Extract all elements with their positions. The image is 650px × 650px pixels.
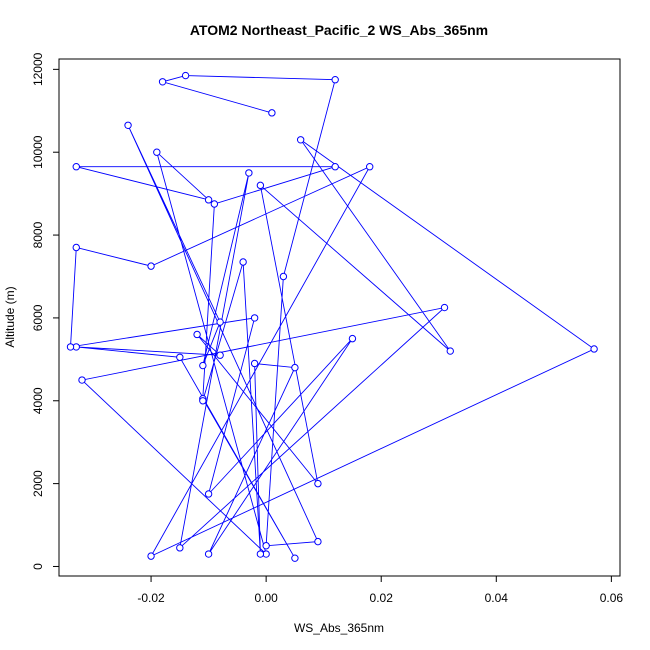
data-point bbox=[268, 109, 276, 117]
data-point bbox=[440, 303, 449, 312]
data-point bbox=[314, 537, 322, 546]
data-point bbox=[176, 544, 184, 552]
data-point bbox=[590, 345, 598, 353]
y-tick-label: 10000 bbox=[31, 135, 45, 169]
data-point bbox=[158, 78, 167, 86]
y-tick-label: 4000 bbox=[31, 387, 45, 414]
data-point bbox=[291, 554, 299, 562]
y-axis: 0 2000 4000 6000 8000 10000 12000 bbox=[31, 52, 60, 570]
x-tick-label: 0.00 bbox=[254, 591, 278, 605]
data-point bbox=[147, 552, 155, 560]
data-point bbox=[331, 76, 339, 84]
y-tick-label: 2000 bbox=[31, 470, 45, 497]
y-axis-label: Altitude (m) bbox=[3, 286, 17, 347]
data-point bbox=[239, 258, 247, 266]
data-point bbox=[296, 136, 305, 144]
data-point bbox=[262, 542, 270, 550]
plot-frame bbox=[58, 58, 621, 577]
data-point bbox=[66, 343, 75, 351]
y-tick-label: 6000 bbox=[31, 304, 45, 331]
data-point bbox=[199, 397, 207, 405]
data-point bbox=[176, 353, 184, 361]
y-tick-label: 8000 bbox=[31, 221, 45, 248]
x-axis: -0.02 0.00 0.02 0.04 0.06 bbox=[137, 575, 624, 605]
data-point bbox=[124, 121, 132, 129]
x-tick-label: 0.06 bbox=[600, 591, 624, 605]
data-point bbox=[250, 314, 259, 322]
data-point bbox=[366, 163, 374, 171]
data-point bbox=[147, 262, 155, 270]
data-point bbox=[331, 163, 339, 171]
data-point bbox=[72, 163, 80, 171]
data-point bbox=[279, 272, 288, 281]
data-point bbox=[348, 334, 357, 343]
data-point bbox=[153, 148, 161, 156]
data-point bbox=[291, 363, 299, 372]
data-point bbox=[210, 200, 219, 208]
data-point bbox=[204, 550, 213, 558]
data-point bbox=[72, 243, 80, 252]
data-point bbox=[216, 351, 224, 359]
x-tick-label: -0.02 bbox=[137, 591, 165, 605]
data-point bbox=[314, 479, 322, 488]
x-tick-label: 0.02 bbox=[370, 591, 394, 605]
chart-title: ATOM2 Northeast_Pacific_2 WS_Abs_365nm bbox=[190, 22, 488, 38]
plot-area bbox=[58, 58, 621, 577]
y-tick-label: 12000 bbox=[31, 52, 45, 86]
data-point bbox=[245, 169, 253, 177]
data-point bbox=[204, 196, 213, 204]
y-tick-label: 0 bbox=[31, 563, 45, 570]
series-line bbox=[70, 75, 595, 559]
x-tick-label: 0.04 bbox=[485, 591, 509, 605]
data-point bbox=[193, 330, 201, 339]
data-point bbox=[216, 318, 224, 326]
x-axis-label: WS_Abs_365nm bbox=[294, 621, 384, 635]
data-point bbox=[204, 490, 213, 498]
data-point bbox=[256, 181, 265, 190]
data-point bbox=[181, 71, 190, 80]
data-point bbox=[256, 550, 265, 558]
series-layer bbox=[66, 71, 598, 562]
data-point bbox=[78, 376, 86, 384]
data-point bbox=[199, 361, 207, 370]
data-point bbox=[446, 347, 454, 355]
data-point bbox=[250, 359, 259, 368]
